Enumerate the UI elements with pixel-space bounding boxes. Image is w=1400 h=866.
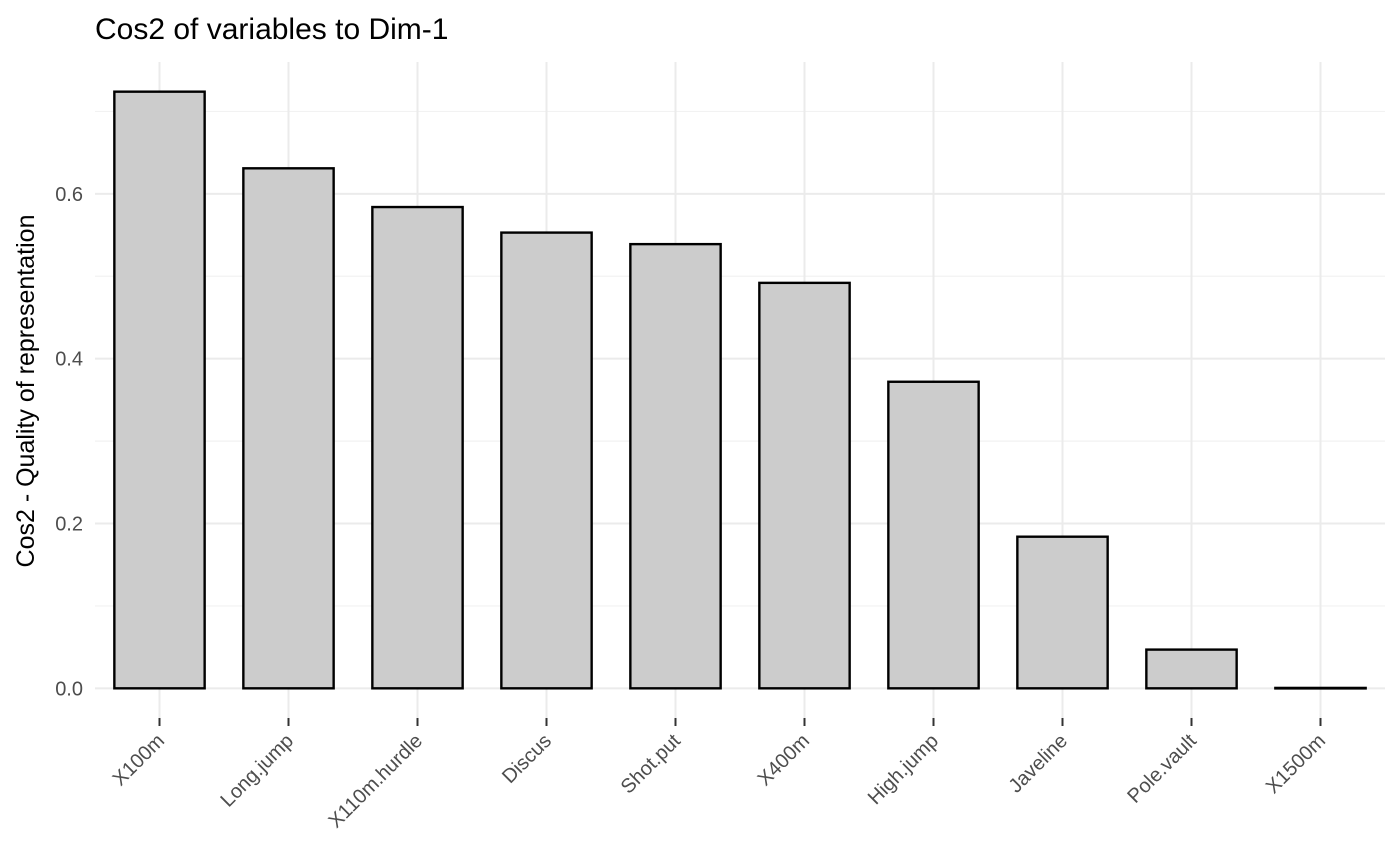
bar-shot-put: [629, 242, 722, 690]
x-tick-label: X100m: [109, 730, 169, 790]
bar-pole-vault: [1145, 648, 1238, 690]
bar-high-jump: [887, 380, 980, 690]
x-tick-label: Shot.put: [617, 730, 686, 799]
x-tick-label: Javeline: [1005, 730, 1072, 797]
y-axis-label: Cos2 - Quality of representation: [12, 215, 40, 568]
y-axis: 0.0 0.2 0.4 0.6: [55, 184, 83, 700]
x-tick-label: X110m.hurdle: [324, 730, 427, 833]
x-axis: X100m Long.jump X110m.hurdle Discus Shot.put…: [109, 718, 1330, 833]
bar-x100m: [113, 90, 206, 690]
bar-x110m-hurdle: [371, 205, 464, 690]
y-tick-label: 0.0: [55, 678, 83, 700]
chart-title: Cos2 of variables to Dim-1: [95, 13, 448, 46]
bars: [113, 90, 1367, 690]
x-tick-label: X400m: [754, 730, 814, 790]
y-tick-label: 0.2: [55, 514, 83, 536]
y-tick-label: 0.4: [55, 349, 83, 371]
bar-x1500m: [1274, 686, 1367, 690]
x-tick-label: Pole.vault: [1123, 730, 1201, 808]
x-tick-label: X1500m: [1262, 730, 1330, 798]
x-tick-label: High.jump: [864, 730, 943, 809]
bar-discus: [500, 231, 593, 690]
bar-long-jump: [242, 167, 335, 690]
x-tick-label: Discus: [498, 730, 556, 788]
bar-x400m: [758, 281, 851, 690]
x-tick-label: Long.jump: [216, 730, 298, 812]
y-tick-label: 0.6: [55, 184, 83, 206]
bar-javeline: [1016, 535, 1109, 690]
